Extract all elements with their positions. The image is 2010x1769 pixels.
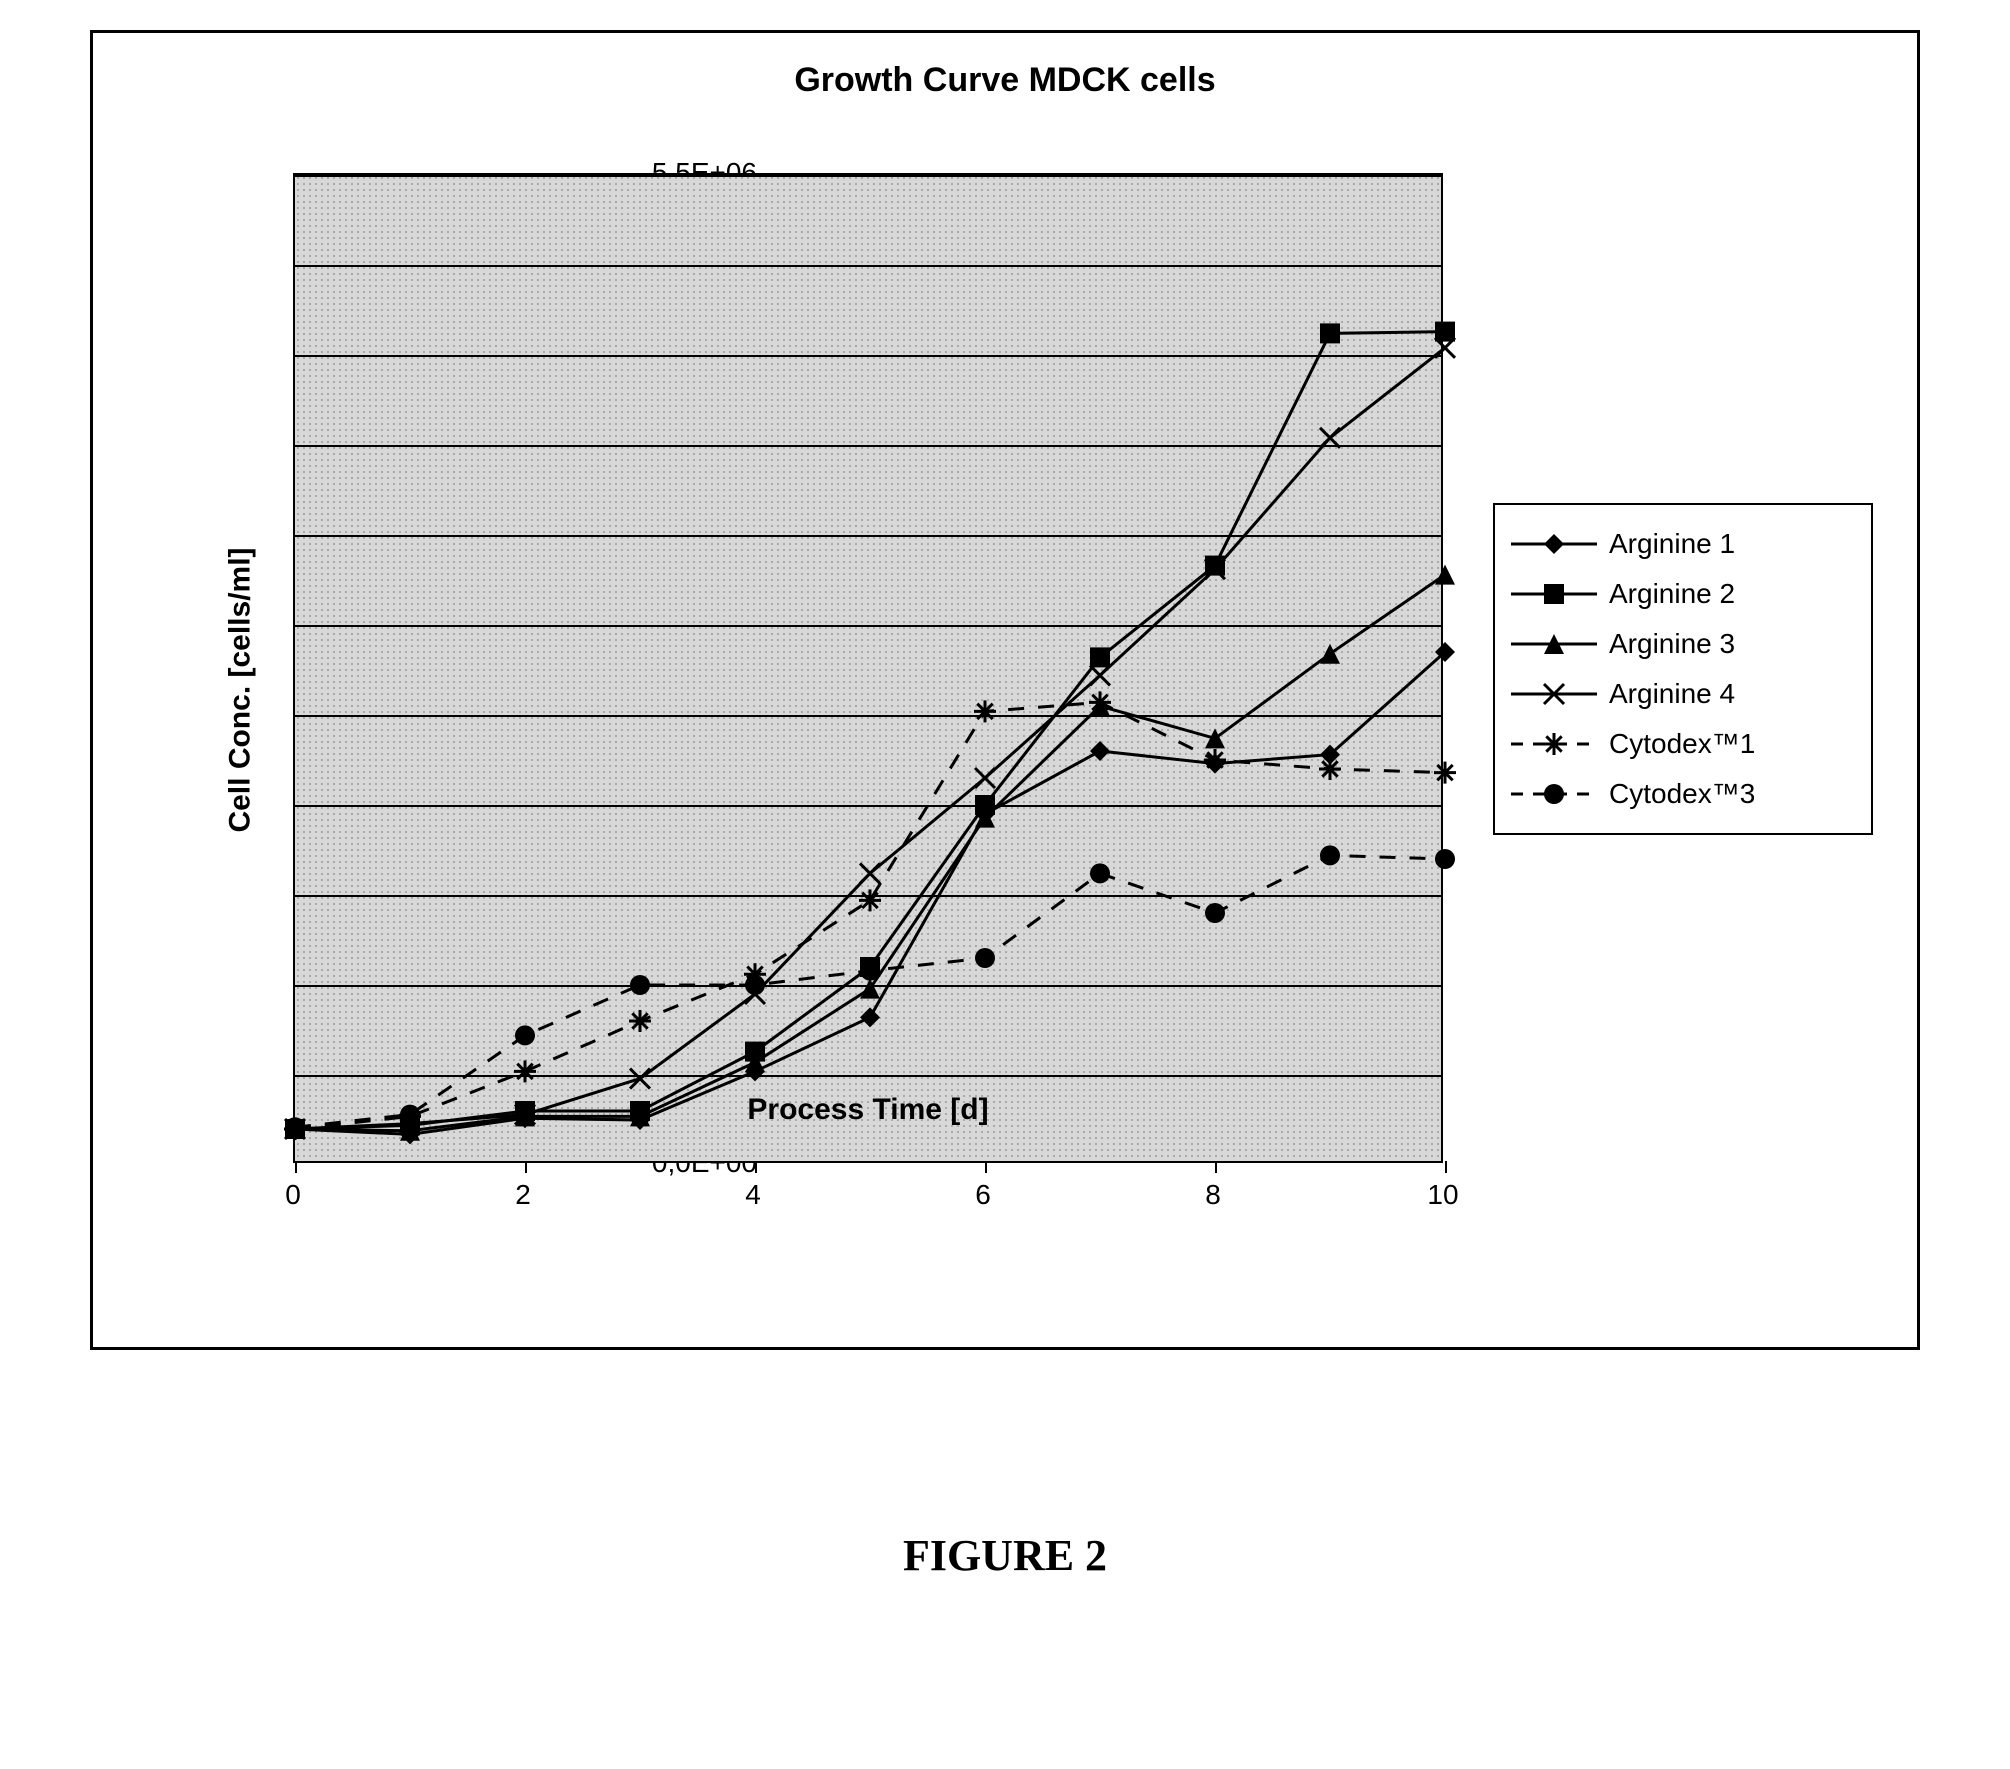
- x-tick-mark: [525, 1161, 527, 1173]
- series-marker: [1434, 762, 1456, 784]
- legend-label: Cytodex™3: [1609, 778, 1755, 810]
- series-marker: [860, 961, 880, 981]
- legend: Arginine 1 Arginine 2 Arginine 3 Arginine 4…: [1493, 503, 1873, 835]
- series-marker: [630, 1069, 650, 1089]
- series-marker: [1320, 323, 1340, 343]
- y-axis-title: Cell Conc. [cells/ml]: [224, 547, 258, 832]
- series-marker: [1435, 322, 1455, 342]
- gridline: [295, 175, 1441, 177]
- gridline: [295, 355, 1441, 357]
- legend-label: Arginine 3: [1609, 628, 1735, 660]
- gridline: [295, 895, 1441, 897]
- series-marker: [860, 1007, 880, 1027]
- x-tick-mark: [755, 1161, 757, 1173]
- legend-swatch: [1509, 526, 1599, 562]
- page: Growth Curve MDCK cells Cell Conc. [cell…: [0, 0, 2010, 1769]
- series-marker: [1205, 903, 1225, 923]
- chart-title: Growth Curve MDCK cells: [93, 61, 1917, 100]
- x-tick-mark: [295, 1161, 297, 1173]
- x-tick-mark: [985, 1161, 987, 1173]
- legend-item: Arginine 2: [1509, 569, 1853, 619]
- gridline: [295, 625, 1441, 627]
- series-marker: [1319, 758, 1341, 780]
- series-marker: [1090, 647, 1110, 667]
- legend-label: Arginine 1: [1609, 528, 1735, 560]
- series-marker: [1204, 749, 1226, 771]
- legend-swatch: [1509, 626, 1599, 662]
- series-marker: [1090, 665, 1110, 685]
- x-tick-mark: [1215, 1161, 1217, 1173]
- x-tick-label: 10: [1423, 1179, 1463, 1211]
- legend-label: Arginine 4: [1609, 678, 1735, 710]
- series-marker: [1435, 565, 1455, 585]
- legend-item: Cytodex™1: [1509, 719, 1853, 769]
- series-marker: [860, 863, 880, 883]
- series-marker: [514, 1060, 536, 1082]
- series-marker: [1320, 845, 1340, 865]
- series-marker: [1090, 741, 1110, 761]
- legend-swatch: [1509, 726, 1599, 762]
- x-tick-label: 0: [273, 1179, 313, 1211]
- legend-label: Cytodex™1: [1609, 728, 1755, 760]
- series-marker: [1205, 556, 1225, 576]
- legend-item: Cytodex™3: [1509, 769, 1853, 819]
- series-marker: [974, 700, 996, 722]
- series-line-4: [295, 702, 1445, 1129]
- gridline: [295, 1075, 1441, 1077]
- series-marker: [975, 948, 995, 968]
- x-tick-label: 2: [503, 1179, 543, 1211]
- gridline: [295, 985, 1441, 987]
- series-marker: [975, 768, 995, 788]
- gridline: [295, 535, 1441, 537]
- x-axis-title: Process Time [d]: [293, 1093, 1443, 1127]
- x-tick-label: 6: [963, 1179, 1003, 1211]
- chart-outer-frame: Growth Curve MDCK cells Cell Conc. [cell…: [90, 30, 1920, 1350]
- plot-area: [293, 173, 1443, 1163]
- legend-swatch: [1509, 676, 1599, 712]
- series-line-2: [295, 575, 1445, 1131]
- legend-item: Arginine 3: [1509, 619, 1853, 669]
- legend-swatch: [1509, 576, 1599, 612]
- figure-caption: FIGURE 2: [0, 1530, 2010, 1581]
- gridline: [295, 715, 1441, 717]
- x-tick-label: 8: [1193, 1179, 1233, 1211]
- series-marker: [1089, 691, 1111, 713]
- gridline: [295, 265, 1441, 267]
- gridline: [295, 445, 1441, 447]
- series-marker: [1090, 863, 1110, 883]
- series-marker: [859, 889, 881, 911]
- x-tick-mark: [1445, 1161, 1447, 1173]
- legend-item: Arginine 4: [1509, 669, 1853, 719]
- gridline: [295, 805, 1441, 807]
- series-marker: [515, 1025, 535, 1045]
- series-marker: [629, 1010, 651, 1032]
- series-marker: [860, 979, 880, 999]
- legend-item: Arginine 1: [1509, 519, 1853, 569]
- chart-svg: [295, 175, 1441, 1161]
- series-marker: [1435, 849, 1455, 869]
- legend-label: Arginine 2: [1609, 578, 1735, 610]
- legend-swatch: [1509, 776, 1599, 812]
- series-marker: [1320, 644, 1340, 664]
- x-tick-label: 4: [733, 1179, 773, 1211]
